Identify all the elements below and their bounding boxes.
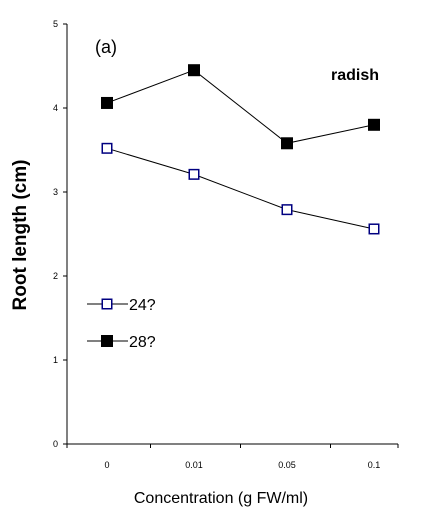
- y-tick-label: 2: [53, 271, 58, 281]
- legend-entry: 24?: [87, 297, 156, 314]
- y-ticks: 0 1 2 3 4 5: [53, 19, 67, 449]
- legend-entry: 28?: [87, 334, 156, 351]
- legend: 24? 28?: [87, 297, 156, 351]
- data-point: [281, 204, 293, 216]
- x-tick-label: 0.05: [278, 460, 296, 470]
- series-line: [106, 69, 375, 144]
- y-tick-label: 0: [53, 439, 58, 449]
- legend-marker: [101, 335, 113, 347]
- legend-label: 24?: [129, 297, 156, 314]
- x-tick-label: 0.1: [368, 460, 381, 470]
- series-line: [106, 147, 375, 230]
- x-tick-label: 0.01: [185, 460, 203, 470]
- data-point: [188, 64, 200, 77]
- legend-marker: [101, 298, 113, 310]
- x-axis-label: Concentration (g FW/ml): [134, 490, 308, 507]
- data-point: [188, 168, 200, 180]
- y-axis-label: Root length (cm): [10, 160, 31, 311]
- y-tick-label: 1: [53, 355, 58, 365]
- y-tick-label: 5: [53, 19, 58, 29]
- data-point: [368, 223, 380, 235]
- species-annotation: radish: [331, 67, 379, 84]
- y-tick-label: 3: [53, 187, 58, 197]
- data-point: [368, 118, 380, 131]
- series-layer: [101, 64, 380, 235]
- x-ticks: 0 0.01 0.05 0.1: [66, 444, 399, 470]
- panel-label: (a): [95, 37, 117, 57]
- legend-label: 28?: [129, 334, 156, 351]
- data-point: [101, 96, 113, 109]
- data-point: [101, 142, 113, 154]
- axes: [66, 24, 398, 445]
- x-tick-label: 0: [104, 460, 109, 470]
- data-point: [281, 137, 293, 150]
- series-1: [101, 142, 380, 235]
- series-2: [101, 64, 380, 150]
- y-tick-label: 4: [53, 103, 58, 113]
